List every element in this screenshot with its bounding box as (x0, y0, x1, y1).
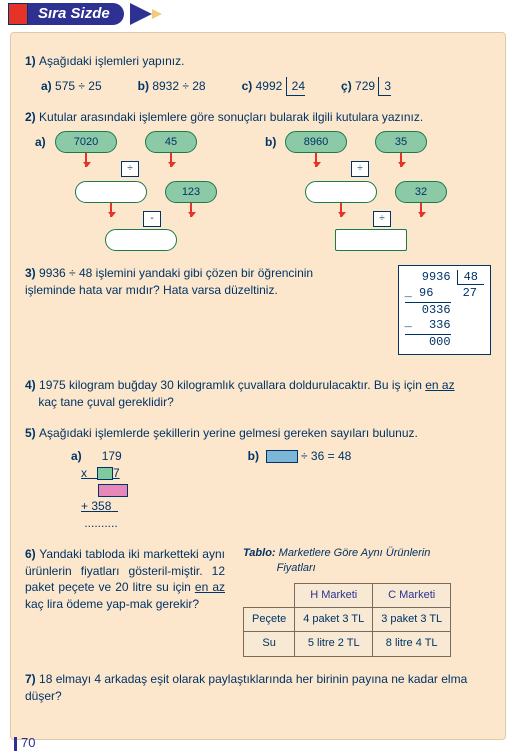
pill-empty (335, 229, 407, 251)
cyan-box (266, 450, 298, 463)
green-box (97, 467, 113, 480)
pill: 123 (165, 181, 217, 203)
q5b: b) ÷ 36 = 48 (248, 448, 352, 532)
red-square (8, 3, 28, 25)
q1b: b) 8932 ÷ 28 (138, 78, 206, 95)
page-number: 70 (14, 735, 35, 751)
q1d: ç) 729 3 (341, 78, 391, 95)
q7: 7) 18 elmayı 4 arkadaş eşit olarak payla… (25, 671, 491, 705)
title-tab: Sıra Sizde (28, 3, 124, 25)
q5: 5) Aşağıdaki işlemlerde şekillerin yerin… (25, 425, 491, 532)
q6-table-wrap: Tablo: Marketlere Göre Aynı Ürünlerin Fi… (243, 546, 451, 657)
q3-text: 9936 ÷ 48 işlemini yandaki gibi çözen bi… (25, 266, 313, 297)
q1a: a) 575 ÷ 25 (41, 78, 102, 95)
q4: 4) 1975 kilogram buğday 30 kilogramlık ç… (25, 377, 491, 411)
pencil-tip (152, 9, 162, 19)
q2-diagram-a: a) 7020 45 ÷ 123 - (35, 131, 225, 251)
op-box: ÷ (351, 161, 369, 177)
pencil-body (130, 3, 152, 25)
pill: 35 (375, 131, 427, 153)
q1-text: Aşağıdaki işlemleri yapınız. (39, 54, 184, 68)
q1c: c) 4992 24 (242, 78, 305, 95)
op-box: ÷ (121, 161, 139, 177)
q7-text: 18 elmayı 4 arkadaş eşit olarak paylaştı… (25, 672, 467, 703)
pill: 32 (395, 181, 447, 203)
q3: 3) 9936 ÷ 48 işlemini yandaki gibi çözen… (25, 265, 491, 363)
q3-workbox: 993648 9627 0336 336 000 _ _ (398, 265, 491, 355)
pink-box (98, 484, 128, 497)
pill: 8960 (285, 131, 347, 153)
q2-text: Kutular arasındaki işlemlere göre sonuçl… (39, 110, 423, 124)
q2-diagram-b: b) 8960 35 ÷ 32 ÷ (265, 131, 455, 251)
q1: 1) Aşağıdaki işlemleri yapınız. a) 575 ÷… (25, 53, 491, 95)
q5-text: Aşağıdaki işlemlerde şekillerin yerine g… (39, 426, 418, 440)
q6: 6) Yandaki tabloda iki marketteki aynı ü… (25, 546, 491, 657)
pill-empty (305, 181, 377, 203)
q5a: a) 179 x 7 + 358 .......... (71, 448, 128, 532)
op-box: - (143, 211, 161, 227)
pill: 7020 (55, 131, 117, 153)
q4-text: 1975 kilogram buğday 30 kilogramlık çuva… (39, 378, 422, 392)
pill-empty (75, 181, 147, 203)
header: Sıra Sizde (0, 0, 516, 28)
pill: 45 (145, 131, 197, 153)
q2: 2) Kutular arasındaki işlemlere göre son… (25, 109, 491, 252)
op-box: ÷ (373, 211, 391, 227)
pill-empty (105, 229, 177, 251)
market-table: H MarketiC Marketi Peçete4 paket 3 TL3 p… (243, 583, 451, 657)
content-panel: 1) Aşağıdaki işlemleri yapınız. a) 575 ÷… (10, 32, 506, 740)
